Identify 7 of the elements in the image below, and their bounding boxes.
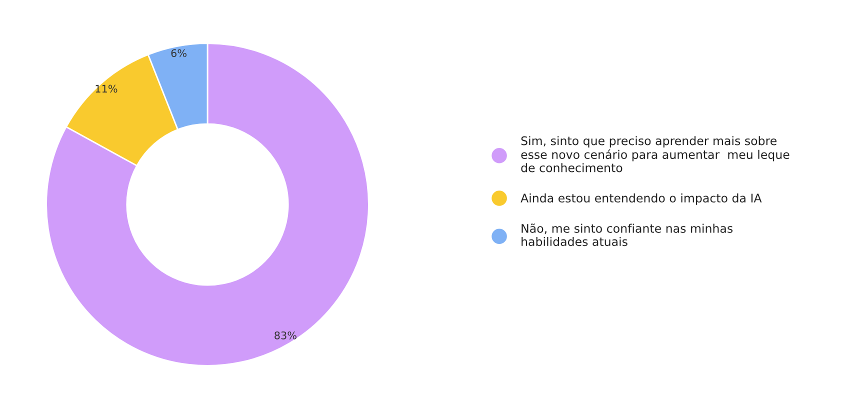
data-label: 11%	[96, 84, 118, 93]
legend-label: Sim, sinto que preciso aprender mais sobre esse novo cenário para aumentar meu leque de conhecimento	[521, 136, 790, 172]
data-label: 6%	[171, 49, 186, 58]
legend-label: Ainda estou entendendo o impacto da IA	[520, 193, 762, 205]
data-label: 83%	[274, 331, 296, 340]
donut-slice	[46, 42, 370, 366]
legend-label: Não, me sinto confiante nas minhas habilidades atuais	[522, 224, 733, 246]
